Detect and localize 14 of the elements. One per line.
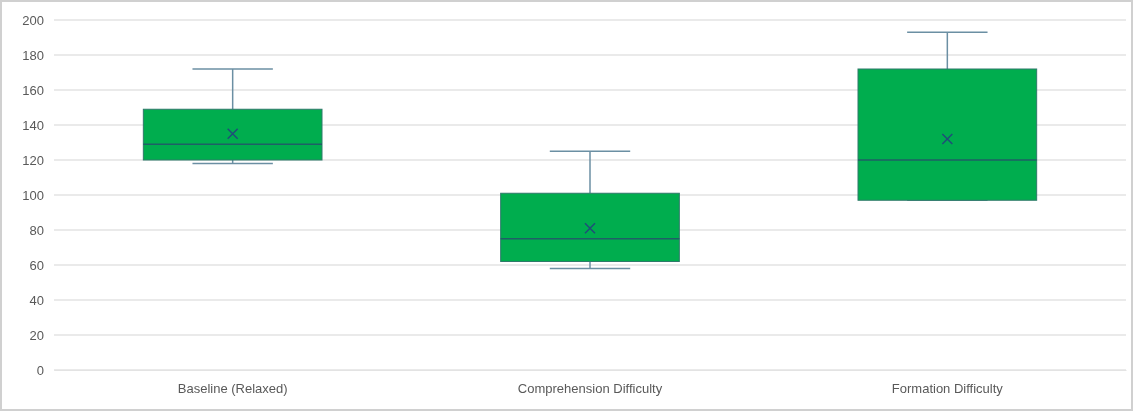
y-tick-label: 0 — [36, 362, 44, 378]
x-tick-label: Comprehension Difficulty — [517, 381, 663, 397]
y-tick-label: 40 — [29, 292, 44, 308]
y-tick-label: 180 — [22, 47, 44, 63]
y-tick-label: 20 — [29, 327, 44, 343]
y-tick-label: 100 — [22, 187, 44, 203]
y-tick-label: 140 — [22, 117, 44, 133]
x-tick-label: Baseline (Relaxed) — [177, 381, 288, 397]
x-tick-label: Formation Difficulty — [891, 381, 1004, 397]
y-tick-label: 120 — [22, 152, 44, 168]
y-tick-label: 80 — [29, 222, 44, 238]
y-tick-label: 60 — [29, 257, 44, 273]
y-tick-label: 200 — [22, 12, 44, 28]
y-tick-label: 160 — [22, 82, 44, 98]
